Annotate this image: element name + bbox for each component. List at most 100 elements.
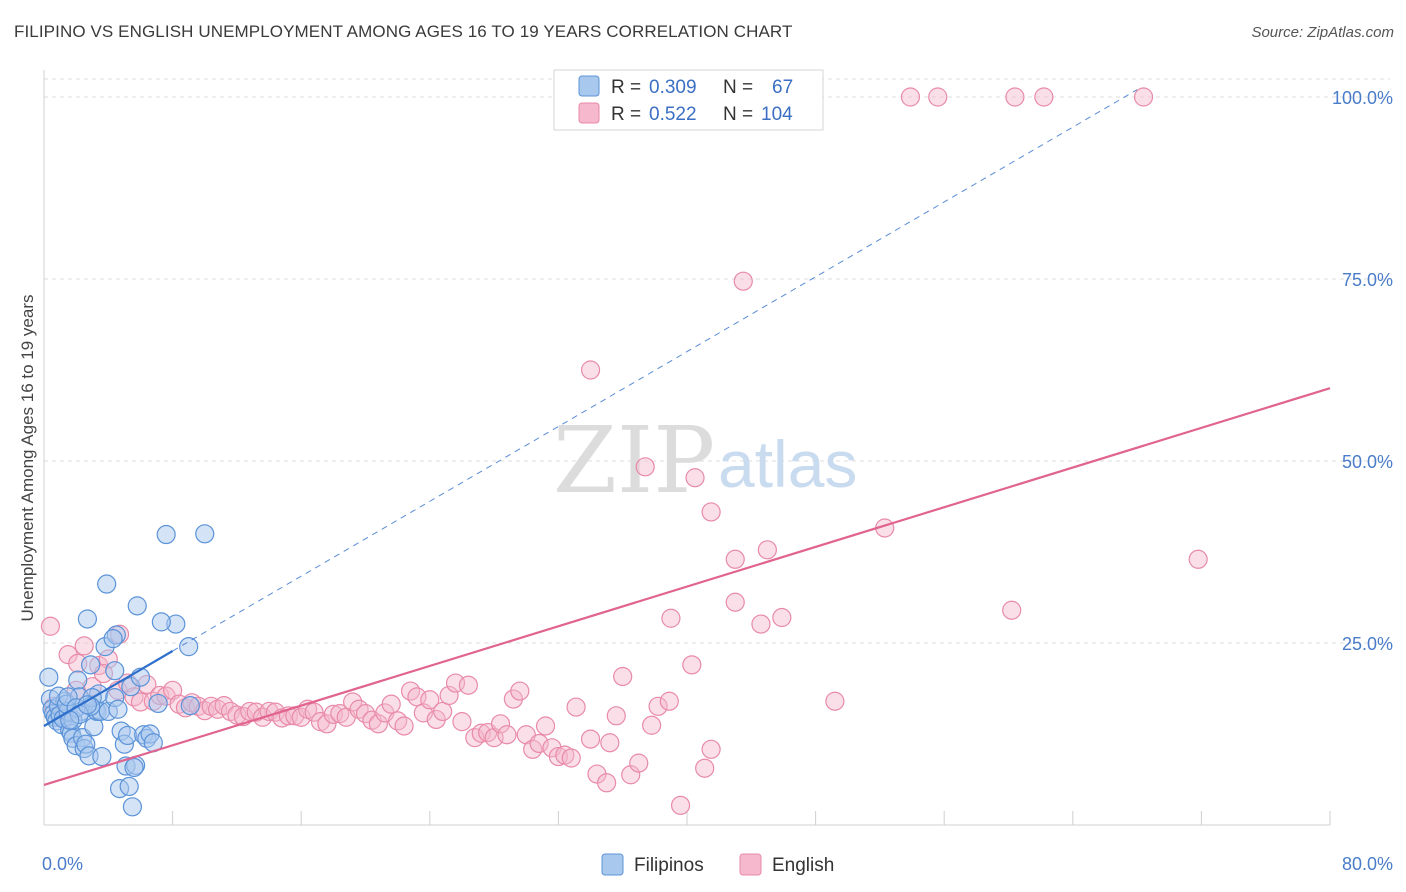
legend-n-value-filipinos: 67	[772, 77, 793, 98]
legend-n-value-english: 104	[761, 104, 793, 125]
english-point	[642, 715, 662, 735]
english-point	[1133, 87, 1154, 107]
watermark: ZIP atlas	[553, 407, 857, 514]
english-point	[439, 685, 459, 706]
english-point	[490, 714, 511, 734]
english-trend-line	[43, 387, 1331, 787]
english-point	[701, 739, 721, 759]
bottom-legend-swatch-filipinos	[601, 853, 624, 876]
filipino-trend-extension	[172, 89, 1138, 652]
filipino-point	[122, 797, 143, 817]
english-point	[220, 701, 241, 722]
y-tick-label: 100.0%	[1332, 88, 1393, 108]
english-point	[1034, 87, 1054, 107]
english-point	[695, 758, 715, 778]
english-point	[343, 692, 363, 712]
english-point	[1188, 549, 1208, 569]
english-point	[725, 592, 745, 612]
filipino-point	[151, 612, 171, 632]
y-axis-label: Unemployment Among Ages 16 to 19 years	[18, 295, 37, 622]
english-point	[580, 729, 601, 749]
english-point	[291, 707, 311, 727]
english-point	[580, 360, 601, 380]
watermark-atlas: atlas	[718, 427, 857, 501]
english-point	[420, 690, 440, 710]
legend-r-label-english: R =	[611, 104, 641, 125]
series-legend: Filipinos English	[601, 853, 834, 876]
english-point	[629, 753, 649, 773]
english-point	[661, 608, 681, 628]
english-point	[471, 723, 491, 743]
english-point	[535, 716, 556, 736]
english-point	[317, 714, 337, 734]
filipino-point	[156, 524, 176, 545]
legend-r-value-english: 0.522	[649, 104, 697, 125]
grid-layer	[44, 78, 1390, 825]
english-point	[757, 540, 777, 560]
filipino-point	[97, 574, 117, 594]
english-point	[330, 704, 350, 724]
bottom-legend-label-english: English	[772, 855, 834, 876]
english-point	[458, 675, 478, 695]
english-point	[381, 694, 401, 714]
filipino-point	[127, 596, 147, 616]
english-point	[635, 457, 655, 477]
filipino-point	[92, 746, 112, 767]
legend-swatch-filipinos	[578, 75, 600, 97]
english-point	[227, 705, 247, 725]
english-point	[606, 706, 626, 726]
bottom-legend-label-filipinos: Filipinos	[634, 855, 704, 876]
english-point	[659, 691, 679, 711]
english-point	[1005, 87, 1025, 107]
english-point	[725, 549, 745, 569]
english-point	[733, 271, 753, 291]
filipino-point	[195, 524, 215, 544]
english-point	[388, 711, 408, 731]
filipino-point	[124, 757, 144, 778]
english-point	[670, 795, 691, 815]
english-point	[566, 697, 586, 717]
y-tick-label: 75.0%	[1342, 270, 1393, 290]
y-tick-label: 50.0%	[1342, 452, 1393, 472]
english-point	[497, 725, 517, 745]
filipino-trend-line	[43, 650, 174, 727]
english-point	[74, 636, 94, 656]
english-point	[561, 748, 581, 768]
english-point	[394, 716, 414, 736]
filipino-point	[68, 670, 88, 690]
x-tick-labels: 0.0% 80.0%	[42, 854, 1393, 874]
english-point	[452, 712, 472, 732]
english-point	[613, 666, 633, 687]
english-point	[648, 696, 668, 716]
filipino-point	[103, 629, 123, 649]
english-point	[682, 655, 702, 675]
trend-lines	[43, 89, 1331, 787]
english-point	[426, 709, 446, 730]
filipino-point	[105, 661, 125, 681]
english-point	[597, 773, 617, 793]
filipino-point	[77, 609, 98, 629]
english-point	[928, 87, 948, 107]
filipino-point	[117, 725, 138, 746]
english-point	[304, 702, 324, 722]
watermark-zip: ZIP	[553, 407, 715, 514]
filipino-point	[179, 637, 199, 657]
english-point	[685, 468, 705, 488]
english-point	[701, 502, 721, 522]
english-point	[433, 701, 453, 722]
english-point	[772, 607, 792, 628]
legend-n-label-english: N =	[723, 104, 753, 125]
legend-r-label-filipinos: R =	[611, 77, 641, 98]
y-tick-labels: 25.0% 50.0% 75.0% 100.0%	[1332, 88, 1393, 654]
legend-n-label-filipinos: N =	[723, 77, 753, 98]
stats-legend: R = 0.309 N = 67 R = 0.522 N = 104	[553, 69, 824, 131]
english-point	[503, 689, 523, 709]
y-tick-label: 25.0%	[1342, 634, 1393, 654]
english-point	[40, 616, 61, 636]
english-point	[529, 733, 549, 754]
x-tick-label-max: 80.0%	[1342, 854, 1393, 874]
english-point	[900, 87, 921, 107]
filipino-point	[180, 696, 200, 716]
legend-swatch-english	[578, 102, 600, 124]
english-point	[510, 681, 530, 701]
